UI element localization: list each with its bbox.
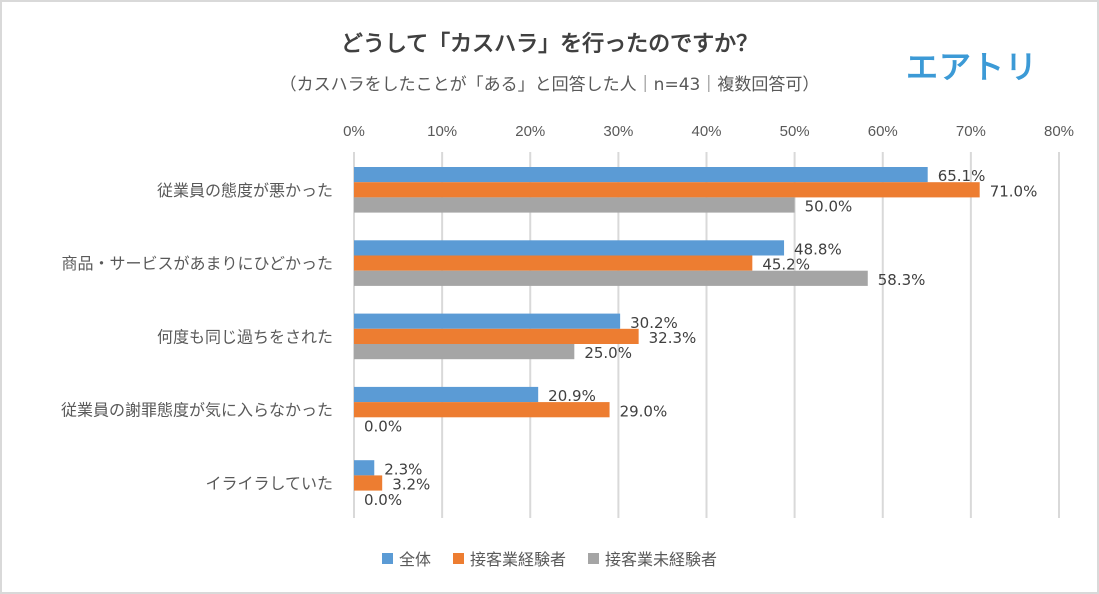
- bar-all: [354, 460, 375, 476]
- bar-experienced: [354, 182, 980, 198]
- bar-all: [354, 313, 621, 329]
- brand-logo: エアトリ: [906, 48, 1039, 86]
- x-tick-label: 10%: [427, 123, 457, 140]
- data-label: 71.0%: [990, 182, 1038, 200]
- x-tick-label: 60%: [868, 123, 898, 140]
- data-label: 2.3%: [384, 460, 422, 478]
- bar-inexperienced: [354, 344, 575, 360]
- legend-label: 全体: [398, 550, 431, 569]
- data-label: 50.0%: [805, 198, 853, 216]
- category-label: 商品・サービスがあまりにひどかった: [61, 254, 333, 273]
- data-label: 30.2%: [630, 314, 678, 332]
- legend-item: 接客業未経験者: [588, 546, 717, 570]
- data-label: 25.0%: [584, 344, 632, 362]
- bar-all: [354, 167, 928, 183]
- legend-swatch: [588, 552, 599, 564]
- x-tick-label: 20%: [515, 123, 545, 140]
- bar-all: [354, 386, 539, 403]
- legend-swatch: [452, 552, 464, 564]
- category-label: 何度も同じ過ちをされた: [157, 327, 333, 346]
- category-label: イライラしていた: [205, 474, 333, 493]
- data-label: 29.0%: [620, 402, 668, 420]
- x-tick-label: 70%: [956, 123, 986, 140]
- bar-experienced: [354, 255, 753, 271]
- legend-swatch: [381, 552, 393, 564]
- legend-label: 接客業経験者: [469, 550, 566, 569]
- chart-title: どうして「カスハラ」を行ったのですか？: [340, 32, 759, 57]
- x-tick-label: 0%: [343, 123, 365, 140]
- data-label: 3.2%: [392, 476, 430, 494]
- legend-item: 接客業経験者: [452, 546, 566, 570]
- data-label: 20.9%: [548, 387, 596, 405]
- category-label: 従業員の謝罪態度が気に入らなかった: [61, 401, 333, 420]
- data-label: 0.0%: [364, 491, 402, 509]
- data-label: 0.0%: [364, 418, 402, 436]
- legend: 全体 接客業経験者 接客業未経験者: [0, 546, 1099, 570]
- legend-label: 接客業未経験者: [605, 550, 718, 569]
- data-label: 58.3%: [878, 271, 926, 289]
- legend-item: 全体: [381, 546, 431, 570]
- bar-inexperienced: [354, 270, 868, 286]
- category-label: 従業員の態度が悪かった: [157, 181, 333, 200]
- x-tick-label: 50%: [780, 123, 810, 140]
- bar-inexperienced: [354, 197, 795, 213]
- x-tick-label: 40%: [691, 123, 721, 140]
- bar-experienced: [354, 402, 610, 418]
- bar-all: [354, 240, 785, 256]
- x-tick-label: 30%: [603, 123, 633, 140]
- data-label: 32.3%: [649, 329, 697, 347]
- x-tick-label: 80%: [1044, 123, 1074, 140]
- data-label: 45.2%: [762, 256, 810, 274]
- data-label: 48.8%: [794, 241, 842, 259]
- chart-subtitle: （カスハラをしたことが「ある」と回答した人｜n=43｜複数回答可）: [279, 75, 820, 95]
- data-label: 65.1%: [938, 167, 986, 185]
- bar-experienced: [354, 475, 383, 491]
- bar-experienced: [354, 328, 639, 344]
